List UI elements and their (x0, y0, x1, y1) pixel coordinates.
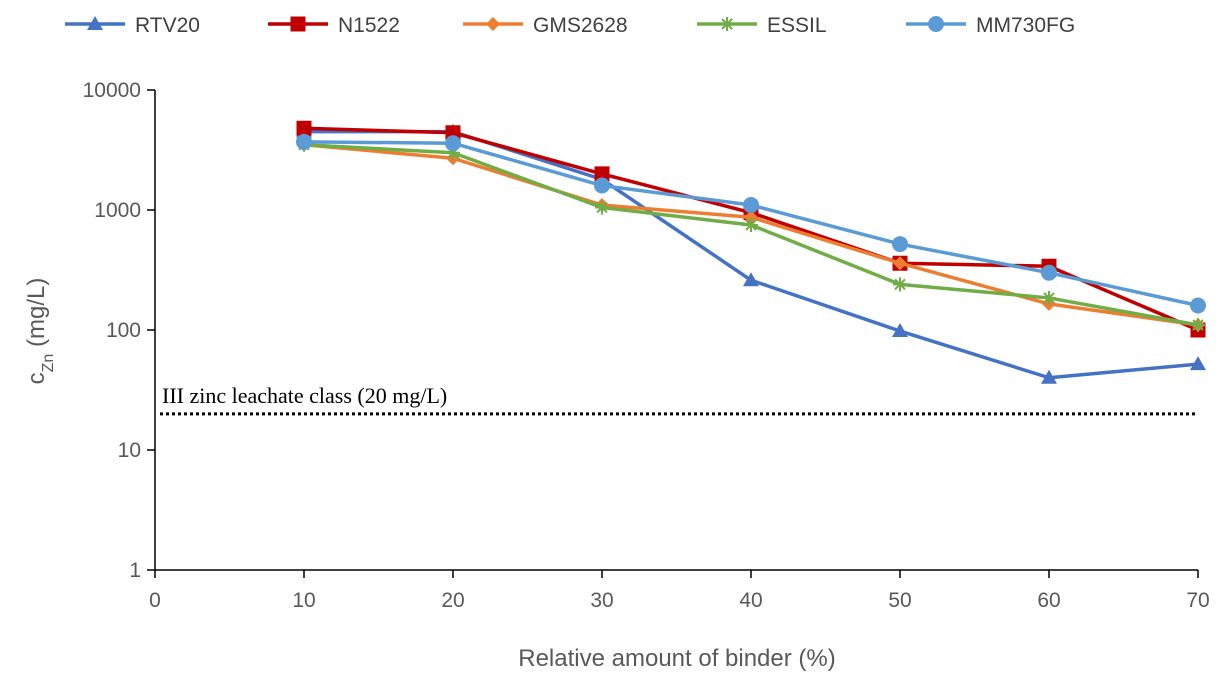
data-point-rtv20-shape (892, 323, 908, 338)
data-point-mm730fg (1041, 264, 1057, 281)
y-tick-label: 10000 (83, 79, 141, 102)
x-tick-label: 30 (590, 589, 613, 612)
data-point-mm730fg (445, 135, 461, 152)
data-point-essil-stroke-d2 (894, 278, 906, 291)
series-rtv20 (296, 123, 1206, 384)
data-point-rtv20 (743, 272, 759, 287)
data-point-mm730fg-shape (445, 135, 461, 152)
legend-label-rtv20: RTV20 (135, 14, 200, 37)
data-point-essil-stroke-d2 (1192, 319, 1204, 331)
data-point-mm730fg (892, 236, 908, 253)
x-tick-label: 60 (1037, 589, 1060, 612)
data-point-rtv20-shape (743, 272, 759, 287)
legend-marker-gms2628 (486, 17, 500, 31)
data-point-essil-stroke-d2 (596, 201, 608, 214)
data-point-essil-stroke-d2 (745, 219, 757, 231)
data-point-essil (744, 217, 758, 232)
series-line-gms2628 (303, 142, 1199, 327)
legend-marker-rtv20-shape (87, 16, 103, 30)
x-tick-label: 0 (149, 589, 161, 612)
data-point-mm730fg-shape (296, 133, 312, 150)
data-point-mm730fg-shape (892, 236, 908, 253)
data-point-n1522-shape (594, 166, 610, 182)
data-point-n1522 (594, 166, 610, 182)
data-point-gms2628-shape (893, 256, 907, 271)
legend-item-rtv20: RTV20 (65, 14, 200, 37)
data-point-essil (893, 277, 907, 292)
data-point-rtv20 (1041, 369, 1057, 384)
y-tick-label: 1000 (94, 199, 141, 222)
x-tick-label: 40 (739, 589, 762, 612)
legend-label-gms2628: GMS2628 (533, 14, 628, 37)
data-point-mm730fg-shape (1041, 264, 1057, 281)
data-point-rtv20-shape (1190, 356, 1206, 371)
legend-label-n1522: N1522 (338, 14, 400, 37)
series-line-essil (303, 142, 1199, 327)
x-tick-label: 50 (888, 589, 911, 612)
data-point-rtv20-shape (1041, 369, 1057, 384)
axes: 1 10 100 1000 10000 0 10 20 30 40 50 60 70 (83, 79, 1210, 612)
legend-item-essil: ESSIL (697, 14, 827, 37)
legend-item-mm730fg: MM730FG (906, 14, 1075, 37)
x-tick-label: 10 (292, 589, 315, 612)
legend-marker-gms2628-shape (486, 17, 500, 31)
data-point-essil (1191, 318, 1205, 333)
y-tick-label: 10 (118, 439, 141, 462)
reference-line-label: III zinc leachate class (20 mg/L) (162, 383, 447, 408)
data-point-rtv20 (1190, 356, 1206, 371)
legend-marker-essil (720, 17, 734, 31)
y-tick-label: 1 (129, 559, 141, 582)
data-point-essil (595, 200, 609, 215)
legend-item-n1522: N1522 (268, 14, 400, 37)
data-point-mm730fg-shape (1190, 297, 1206, 314)
x-tick-label: 20 (441, 589, 464, 612)
data-point-mm730fg (296, 133, 312, 150)
legend: RTV20 N1522 GMS2628 ESSIL MM730FG (65, 14, 1075, 37)
y-axis-title-main: c (23, 372, 50, 384)
data-point-rtv20 (892, 323, 908, 338)
legend-item-gms2628: GMS2628 (463, 14, 628, 37)
data-point-n1522-shape (296, 120, 312, 136)
data-point-mm730fg-shape (743, 197, 759, 214)
legend-marker-mm730fg-shape (928, 16, 944, 32)
legend-label-essil: ESSIL (767, 14, 827, 37)
data-point-essil-stroke-d2 (1043, 292, 1055, 304)
series-line-rtv20 (304, 129, 1199, 380)
reference-line-group: III zinc leachate class (20 mg/L) (160, 383, 1198, 416)
series-mm730fg (296, 133, 1206, 314)
y-tick-label: 100 (106, 319, 141, 342)
series-essil (297, 137, 1205, 333)
data-point-mm730fg-shape (594, 177, 610, 194)
legend-marker-essil-stroke-d2 (721, 18, 733, 30)
y-axis-title: cZn (mg/L) (23, 278, 57, 385)
legend-marker-mm730fg (928, 16, 944, 32)
x-axis-title: Relative amount of binder (%) (518, 645, 835, 672)
data-point-essil (1042, 290, 1056, 305)
y-axis-title-sub: Zn (40, 354, 57, 373)
data-point-gms2628 (893, 256, 907, 271)
legend-marker-n1522 (290, 16, 306, 32)
data-point-mm730fg (1190, 297, 1206, 314)
legend-label-mm730fg: MM730FG (976, 14, 1075, 37)
data-point-mm730fg (594, 177, 610, 194)
legend-marker-rtv20 (87, 16, 103, 30)
y-axis-title-unit: (mg/L) (23, 278, 50, 354)
data-point-n1522 (296, 120, 312, 136)
data-point-mm730fg (743, 197, 759, 214)
plot-area (296, 120, 1206, 384)
legend-marker-n1522-shape (290, 16, 306, 32)
x-tick-label: 70 (1186, 589, 1209, 612)
